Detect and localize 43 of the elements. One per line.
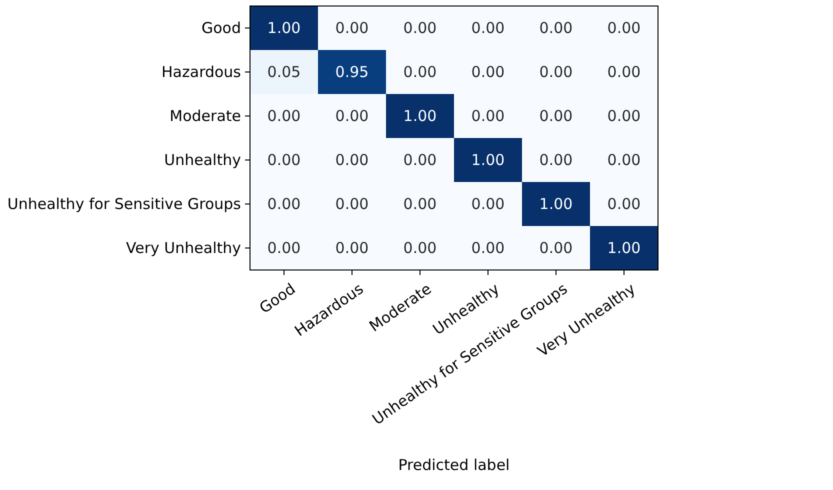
data-label: 0.00 bbox=[539, 63, 573, 81]
data-label: 0.00 bbox=[335, 239, 369, 257]
data-label: 0.00 bbox=[471, 195, 505, 213]
data-label: 0.00 bbox=[403, 195, 437, 213]
data-label: 0.00 bbox=[607, 195, 641, 213]
data-label: 0.00 bbox=[335, 19, 369, 37]
y-tick-label: Unhealthy for Sensitive Groups bbox=[7, 195, 242, 213]
data-label: 0.00 bbox=[335, 195, 369, 213]
data-label: 0.05 bbox=[267, 63, 301, 81]
data-label: 0.95 bbox=[335, 63, 369, 81]
y-tick-label: Good bbox=[202, 19, 241, 37]
data-label: 1.00 bbox=[607, 239, 641, 257]
x-axis-title: Predicted label bbox=[398, 456, 510, 474]
data-label: 1.00 bbox=[539, 195, 573, 213]
data-label: 0.00 bbox=[335, 107, 369, 125]
data-label: 0.00 bbox=[403, 239, 437, 257]
y-tick-label: Unhealthy bbox=[164, 151, 242, 169]
data-label: 0.00 bbox=[267, 107, 301, 125]
data-label: 1.00 bbox=[403, 107, 437, 125]
data-label: 0.00 bbox=[335, 151, 369, 169]
data-label: 0.00 bbox=[403, 63, 437, 81]
data-label: 0.00 bbox=[267, 195, 301, 213]
data-label: 0.00 bbox=[539, 107, 573, 125]
data-label: 0.00 bbox=[607, 63, 641, 81]
data-label: 0.00 bbox=[471, 19, 505, 37]
data-label: 0.00 bbox=[539, 151, 573, 169]
data-label: 0.00 bbox=[607, 19, 641, 37]
data-label: 0.00 bbox=[607, 151, 641, 169]
data-label: 0.00 bbox=[267, 239, 301, 257]
data-label: 0.00 bbox=[607, 107, 641, 125]
data-label: 0.00 bbox=[539, 239, 573, 257]
y-tick-label: Hazardous bbox=[162, 63, 242, 81]
data-label: 0.00 bbox=[267, 151, 301, 169]
data-label: 1.00 bbox=[471, 151, 505, 169]
data-label: 0.00 bbox=[471, 63, 505, 81]
data-label: 0.00 bbox=[471, 239, 505, 257]
data-label: 0.00 bbox=[539, 19, 573, 37]
data-label: 0.00 bbox=[403, 151, 437, 169]
y-tick-label: Moderate bbox=[170, 107, 241, 125]
data-label: 1.00 bbox=[267, 19, 301, 37]
data-label: 0.00 bbox=[471, 107, 505, 125]
data-label: 0.00 bbox=[403, 19, 437, 37]
y-tick-label: Very Unhealthy bbox=[126, 239, 242, 257]
